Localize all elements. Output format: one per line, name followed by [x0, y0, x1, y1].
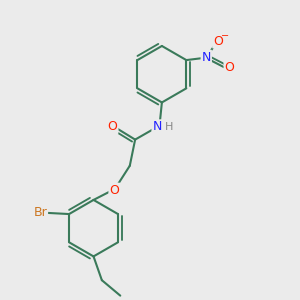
- Text: O: O: [224, 61, 234, 74]
- Text: N: N: [152, 120, 162, 133]
- Text: O: O: [108, 120, 118, 133]
- Text: N: N: [202, 51, 211, 64]
- Text: −: −: [221, 31, 229, 41]
- Text: H: H: [165, 122, 173, 132]
- Text: O: O: [213, 34, 223, 48]
- Text: O: O: [110, 184, 119, 196]
- Text: Br: Br: [33, 206, 47, 219]
